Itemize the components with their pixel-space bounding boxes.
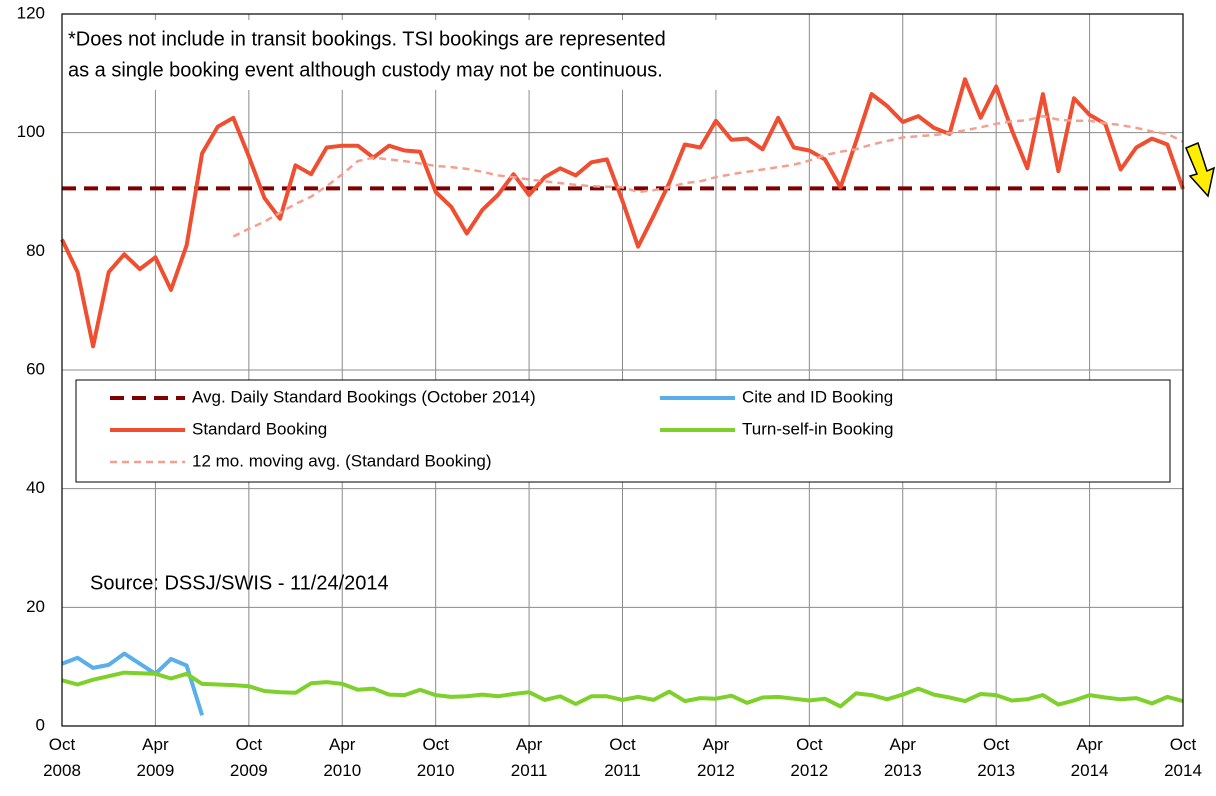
legend-label: Standard Booking	[192, 419, 327, 438]
x-tick-label: Apr 2011	[511, 735, 548, 780]
y-tick-label: 120	[17, 3, 45, 22]
series-line	[60, 77, 1185, 349]
legend-label: Cite and ID Booking	[742, 387, 893, 406]
y-tick-label: 20	[26, 597, 45, 616]
y-tick-label: 0	[36, 715, 45, 734]
trend-arrow	[1185, 141, 1216, 198]
legend-label: Turn-self-in Booking	[742, 419, 894, 438]
x-tick-label: Oct 2014	[1164, 735, 1202, 780]
y-tick-label: 80	[26, 241, 45, 260]
x-tick-label: Oct 2009	[230, 735, 268, 780]
x-tick-label: Apr 2014	[1071, 735, 1109, 780]
x-tick-label: Apr 2009	[137, 735, 175, 780]
x-tick-label: Oct 2013	[977, 735, 1015, 780]
x-tick-label: Apr 2010	[323, 735, 361, 780]
note-line: *Does not include in transit bookings. T…	[68, 28, 666, 50]
x-tick-label: Oct 2008	[43, 735, 81, 780]
plot-border	[61, 13, 1184, 727]
x-tick-label: Apr 2013	[884, 735, 922, 780]
x-tick-label: Oct 2011	[604, 735, 641, 780]
series-line	[232, 114, 1184, 238]
series-line	[61, 651, 205, 716]
legend-label: 12 mo. moving avg. (Standard Booking)	[192, 451, 492, 470]
x-tick-label: Oct 2012	[790, 735, 828, 780]
y-tick-label: 60	[26, 359, 45, 378]
source-note: Source: DSSJ/SWIS - 11/24/2014	[90, 572, 389, 594]
series-line	[61, 670, 1184, 709]
legend-box	[75, 379, 1171, 483]
y-tick-label: 40	[26, 478, 45, 497]
note-bg	[64, 20, 804, 90]
x-tick-label: Oct 2010	[417, 735, 455, 780]
note-line: as a single booking event although custo…	[68, 59, 663, 81]
legend-label: Avg. Daily Standard Bookings (October 20…	[192, 387, 536, 406]
x-tick-label: Apr 2012	[697, 735, 735, 780]
y-tick-label: 100	[17, 122, 45, 141]
